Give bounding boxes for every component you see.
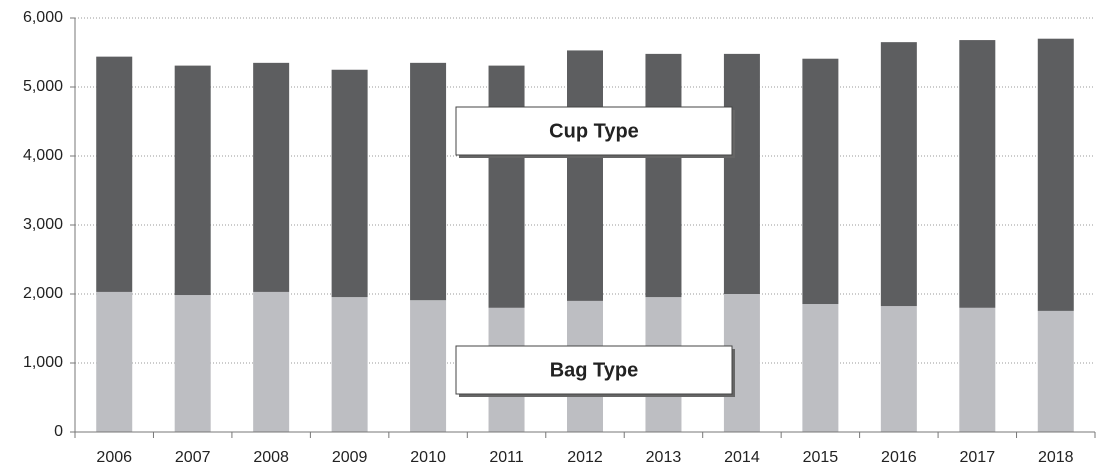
bar-segment [331, 69, 368, 298]
bar-segment [802, 58, 839, 305]
x-tick-label: 2013 [646, 449, 682, 466]
bar-segment [802, 304, 839, 432]
bar-segment [723, 53, 760, 294]
x-tick-label: 2014 [724, 449, 760, 466]
x-tick-label: 2007 [175, 449, 211, 466]
legend-label: Bag Type [550, 359, 639, 381]
y-tick-label: 5,000 [23, 78, 63, 95]
bar-segment [253, 62, 290, 292]
bar-segment [1037, 310, 1074, 432]
bar-segment [331, 297, 368, 432]
x-tick-label: 2010 [410, 449, 446, 466]
bar-segment [567, 50, 603, 301]
bar-segment [96, 56, 133, 292]
bar-segment [880, 306, 917, 432]
x-tick-label: 2009 [332, 449, 368, 466]
bar-segment [959, 40, 996, 308]
bar-segment [253, 291, 290, 432]
legend-box [455, 106, 733, 156]
y-tick-label: 6,000 [23, 9, 63, 26]
bar-segment [410, 62, 447, 301]
x-tick-label: 2015 [803, 449, 839, 466]
y-tick-label: 0 [54, 423, 63, 440]
x-tick-label: 2017 [960, 449, 996, 466]
x-tick-label: 2018 [1038, 449, 1074, 466]
y-tick-label: 2,000 [23, 285, 63, 302]
bar-segment [174, 295, 211, 432]
legend-label: Cup Type [549, 120, 639, 142]
bar-segment [880, 42, 917, 307]
x-tick-label: 2011 [489, 449, 524, 466]
bar-segment [96, 291, 133, 432]
bar-segment [1037, 38, 1074, 311]
x-tick-label: 2012 [567, 449, 603, 466]
bar-segment [488, 65, 525, 308]
bar-segment [174, 65, 211, 296]
legend-box [455, 345, 733, 395]
x-tick-label: 2008 [253, 449, 289, 466]
y-tick-label: 1,000 [23, 354, 63, 371]
x-tick-label: 2016 [881, 449, 917, 466]
bar-segment [959, 307, 996, 432]
bar-segment [645, 53, 682, 298]
y-tick-label: 3,000 [23, 216, 63, 233]
y-tick-label: 4,000 [23, 147, 63, 164]
bar-segment [410, 300, 447, 432]
x-tick-label: 2006 [96, 449, 132, 466]
